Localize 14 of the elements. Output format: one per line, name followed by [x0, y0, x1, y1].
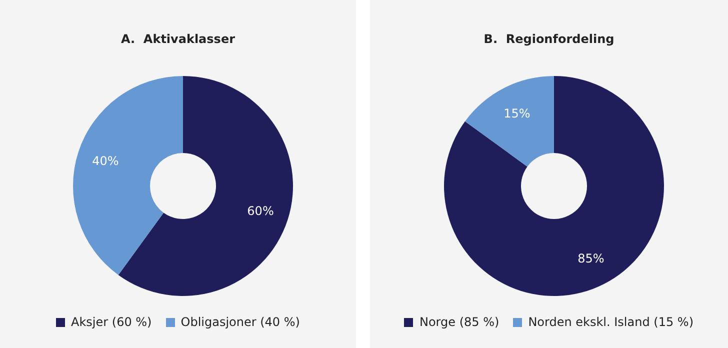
data-label: 15% — [504, 106, 530, 120]
chart-title: A. Aktivaklasser — [120, 32, 236, 46]
data-label: 60% — [247, 204, 274, 218]
legend-label: Norden ekskl. Island (15 %) — [528, 315, 694, 329]
chart-title: B. Regionfordeling — [482, 32, 616, 46]
legend-label: Aksjer (60 %) — [71, 315, 152, 329]
donut-slice — [118, 76, 293, 296]
data-label: 40% — [92, 154, 119, 168]
donut-slice — [465, 76, 554, 167]
data-label: 85% — [578, 252, 604, 266]
donut-slice — [73, 76, 183, 275]
legend-label: Norge (85 %) — [419, 315, 500, 329]
donut-slice — [444, 76, 664, 296]
legend-label: Obligasjoner (40 %) — [180, 315, 300, 329]
